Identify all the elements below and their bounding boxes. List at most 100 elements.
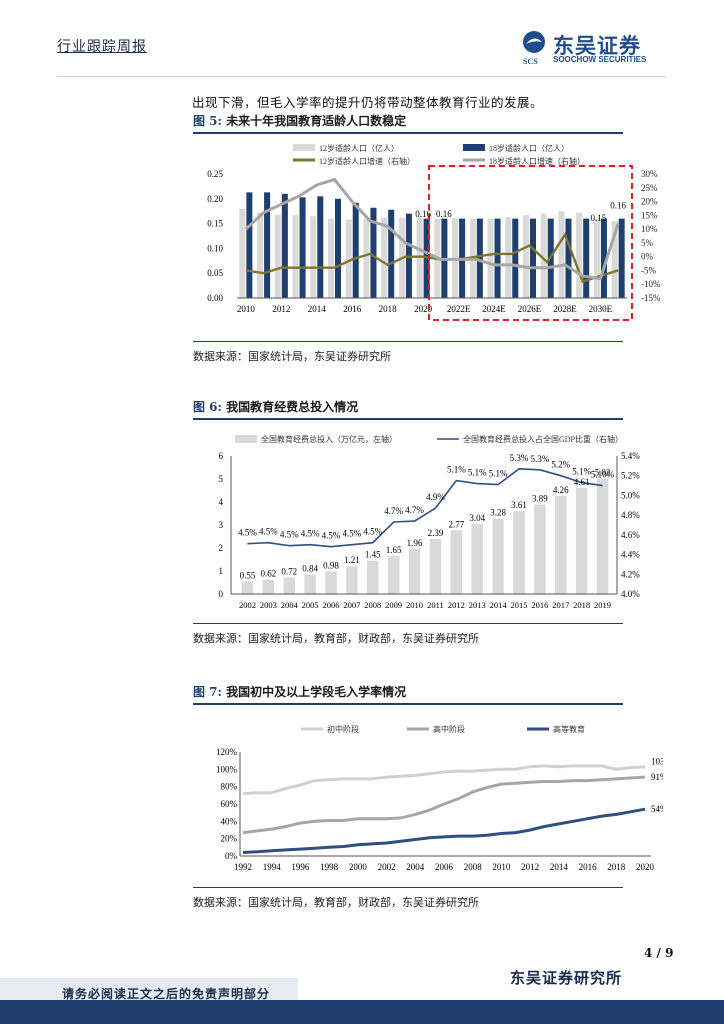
fig6-line-label: 4.7% <box>405 505 424 515</box>
fig6-bar-label: 0.62 <box>260 569 276 579</box>
fig5-bar-12yr <box>540 213 547 298</box>
fig7-x-tick: 1994 <box>263 862 282 872</box>
fig5-x-tick: 2030E <box>589 304 613 314</box>
fig6-line-label: 5.1% <box>572 467 591 477</box>
fig6-bar-label: 0.98 <box>323 560 339 570</box>
fig7-x-tick: 2016 <box>579 862 598 872</box>
fig7-legend-label: 高等教育 <box>553 724 585 734</box>
fig6-bar <box>283 577 295 594</box>
fig7-x-tick: 2020 <box>636 862 655 872</box>
figure5-title: 未来十年我国教育适龄人口数稳定 <box>226 114 407 128</box>
fig5-line-18yr-growth <box>244 177 620 281</box>
fig6-y-right-tick: 4.6% <box>621 530 640 540</box>
fig6-x-tick: 2019 <box>594 600 611 610</box>
fig6-bar-label: 3.28 <box>490 508 506 518</box>
fig5-y-right-tick: 10% <box>641 224 658 234</box>
fig6-bar-label: 3.04 <box>469 513 485 523</box>
fig6-bar-label: 2.39 <box>428 528 444 538</box>
fig6-y-right-tick: 4.0% <box>621 589 640 599</box>
fig7-y-tick: 80% <box>221 782 238 792</box>
fig6-x-tick: 2007 <box>343 600 360 610</box>
fig6-x-tick: 2013 <box>469 600 486 610</box>
fig7-line-senior <box>242 775 646 835</box>
fig5-bar-18yr <box>335 198 342 298</box>
fig5-bar-18yr <box>281 193 288 298</box>
fig7-legend-label: 初中阶段 <box>327 724 359 734</box>
fig5-x-tick: 2026E <box>518 304 542 314</box>
fig5-bar-18yr <box>512 218 519 298</box>
figure6-source: 数据来源：国家统计局，教育部，财政部，东吴证券研究所 <box>193 623 623 646</box>
intro-paragraph: 出现下滑，但毛入学率的提升仍将带动整体教育行业的发展。 <box>192 95 544 110</box>
fig5-legend-swatch <box>463 144 485 151</box>
fig5-y-right-tick: -10% <box>641 279 661 289</box>
fig6-line-label: 4.5% <box>259 527 278 537</box>
figure7-caption: 图 7: 我国初中及以上学段毛入学率情况 <box>193 683 623 705</box>
fig6-line-label: 4.9% <box>426 492 445 502</box>
fig5-legend-label: 18岁适龄人口（亿人） <box>489 143 569 153</box>
fig6-bar-label: 4.26 <box>553 485 569 495</box>
fig7-line-higher <box>242 807 646 854</box>
fig5-bar-12yr <box>363 218 370 298</box>
fig6-y-right-tick: 4.4% <box>621 550 640 560</box>
fig6-line-label: 4.7% <box>384 506 403 516</box>
fig5-bar-18yr <box>317 196 324 298</box>
fig5-bar-18yr <box>370 207 377 298</box>
fig5-bar-18yr <box>494 218 501 298</box>
fig5-bar-12yr <box>611 221 618 298</box>
fig6-bar <box>346 566 358 594</box>
fig7-x-tick: 2010 <box>492 862 511 872</box>
fig7-end-label: 103% <box>651 757 663 767</box>
fig7-legend-label: 高中阶段 <box>433 724 465 734</box>
fig5-line-12yr-growth <box>245 231 619 283</box>
fig6-line-label: 4.5% <box>343 529 362 539</box>
fig7-y-tick: 0% <box>225 851 238 861</box>
fig6-x-tick: 2010 <box>406 600 423 610</box>
fig5-x-tick: 2020 <box>414 304 433 314</box>
fig7-x-tick: 2006 <box>435 862 454 872</box>
footer-disclaimer: 请务必阅读正文之后的免责声明部分 <box>62 987 271 1001</box>
fig6-bar <box>450 530 463 594</box>
fig6-x-tick: 2014 <box>490 600 508 610</box>
fig5-bar-18yr <box>352 202 359 298</box>
fig5-bar-12yr <box>257 212 264 298</box>
fig6-x-tick: 2008 <box>364 600 381 610</box>
figure7-title: 我国初中及以上学段毛入学率情况 <box>226 685 407 699</box>
fig5-bar-18yr <box>476 218 483 298</box>
figure6-title: 我国教育经费总投入情况 <box>226 400 359 414</box>
fig6-bar-label: 1.21 <box>344 555 360 565</box>
footer-organization: 东吴证券研究所 <box>510 969 623 987</box>
fig5-bar-18yr <box>565 218 572 298</box>
fig6-bar <box>555 496 567 594</box>
fig7-x-tick: 2004 <box>406 862 425 872</box>
fig6-x-tick: 2012 <box>448 600 465 610</box>
fig6-bar-label: 4.61 <box>574 477 590 487</box>
fig6-line-label: 5.1% <box>447 465 466 475</box>
fig5-bar-12yr <box>487 218 494 298</box>
fig5-bar-18yr <box>600 218 607 298</box>
fig5-bar-18yr <box>299 197 306 298</box>
fig6-y-left-tick: 3 <box>219 520 224 530</box>
fig6-y-right-tick: 5.2% <box>621 471 640 481</box>
figure5-caption: 图 5: 未来十年我国教育适龄人口数稳定 <box>193 112 623 134</box>
fig5-y-right-tick: 15% <box>641 210 658 220</box>
fig6-y-left-tick: 0 <box>219 589 224 599</box>
fig7-x-tick: 2008 <box>464 862 483 872</box>
page-number: 4 / 9 <box>644 946 674 960</box>
fig5-data-label: 0.16 <box>610 201 626 211</box>
fig5-x-tick: 2024E <box>482 304 506 314</box>
footer-bar <box>0 1000 724 1024</box>
fig6-x-tick: 2003 <box>260 600 277 610</box>
fig5-y-left-tick: 0.25 <box>207 169 223 179</box>
fig6-x-tick: 2015 <box>511 600 528 610</box>
fig5-bar-18yr <box>246 192 253 298</box>
fig6-bar-label: 0.84 <box>302 564 318 574</box>
report-type-title: 行业跟踪周报 <box>57 39 147 55</box>
fig5-y-right-tick: -15% <box>641 293 661 303</box>
fig7-y-tick: 20% <box>221 834 238 844</box>
fig5-x-tick: 2014 <box>308 304 327 314</box>
fig6-bar <box>408 548 421 594</box>
fig6-line-label: 4.5% <box>238 528 257 538</box>
fig5-bar-12yr <box>522 215 529 298</box>
fig6-line-label: 4.5% <box>301 529 320 539</box>
figure7-label: 图 7: <box>193 685 222 699</box>
